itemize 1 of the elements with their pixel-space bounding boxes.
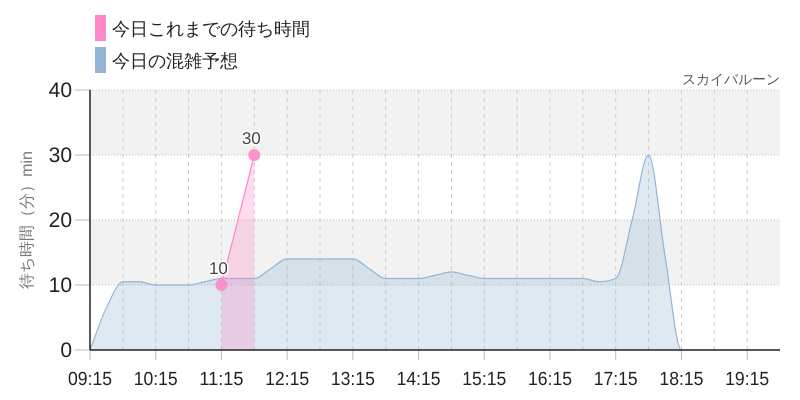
- subtitle: スカイバルーン: [682, 71, 780, 87]
